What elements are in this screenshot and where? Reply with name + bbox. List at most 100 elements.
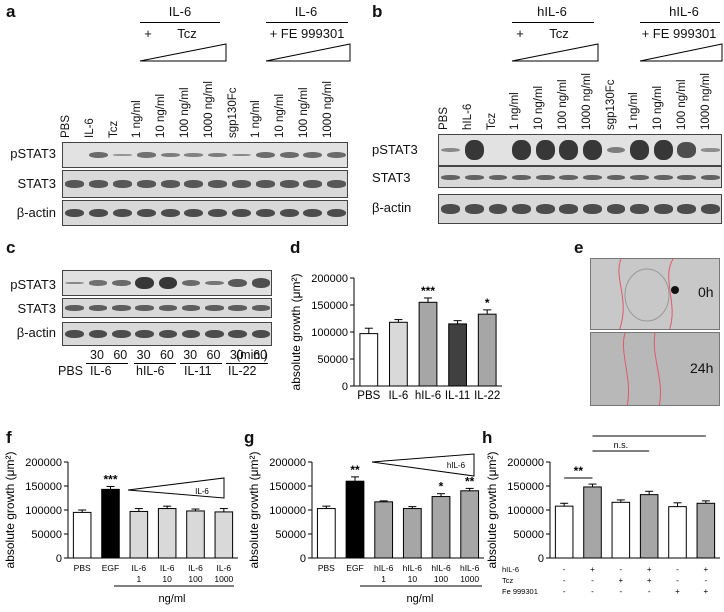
panel-b-lane-label: sgp130Fc [604, 79, 617, 130]
blot-band [158, 329, 178, 339]
blot-band [135, 276, 154, 290]
blot-band [630, 204, 650, 214]
blot-band [65, 305, 84, 311]
blot-band [464, 174, 484, 180]
panel-a-lane-label: sgp130Fc [226, 87, 239, 138]
significance-mark: *** [421, 284, 435, 298]
panel-c-label: c [6, 238, 16, 257]
blot-band [582, 140, 602, 160]
y-tick-label: 100000 [507, 505, 544, 517]
blot-band [184, 208, 204, 218]
blot-band [208, 152, 228, 158]
panel-a-lane-label: Tcz [107, 120, 120, 138]
panel-a-lane-label: 1 ng/ml [250, 100, 263, 138]
bar [345, 480, 365, 559]
blot-band [677, 204, 697, 214]
x-tick-label: IL-6 [388, 390, 408, 402]
panel-c-group-label: hIL-6 [136, 364, 165, 378]
panel-a-lane-label: 100 ng/ml [298, 87, 310, 138]
bar [611, 501, 631, 559]
y-tick-label: 200000 [507, 457, 544, 469]
condition-sign: - [619, 587, 622, 596]
blot-band [255, 208, 275, 218]
blot-band [512, 140, 532, 160]
blot-band [111, 305, 131, 311]
panel-a-group1-plus: + [144, 26, 152, 41]
panel-b-blot-bactin [438, 194, 722, 224]
blot-band [136, 208, 156, 218]
panel-a-group2-bracket [266, 22, 348, 23]
condition-sign: + [618, 576, 623, 585]
bar [157, 508, 177, 559]
panel-c-group-label: PBS [58, 364, 84, 378]
panel-c-row-stat3: STAT3 [17, 301, 56, 316]
blot-band [303, 208, 323, 218]
panel-a-lane-label: 1000 ng/ml [202, 81, 215, 138]
blot-band [135, 329, 154, 339]
bar [583, 486, 602, 559]
panel-e-0h-label: 0h [698, 284, 714, 300]
blot-band [205, 329, 224, 339]
blot-band [65, 281, 84, 285]
blot-band [512, 174, 532, 180]
bar [389, 321, 408, 387]
panel-b-group2-bracket [640, 22, 720, 23]
panel-b-lane-label: 1 ng/ml [628, 92, 641, 130]
y-axis-label: absolute growth (μm²) [247, 452, 261, 568]
condition-sign: + [647, 576, 652, 585]
blot-band [231, 153, 251, 157]
condition-sign: - [563, 565, 566, 574]
blot-band [112, 180, 132, 188]
blot-band [653, 140, 673, 160]
condition-sign: - [648, 587, 651, 596]
blot-band [228, 278, 248, 288]
blot-band [184, 180, 204, 188]
y-tick-label: 50000 [317, 354, 348, 366]
condition-sign: - [591, 587, 594, 596]
blot-band [65, 180, 85, 188]
blot-band [136, 180, 156, 188]
significance-mark: ** [350, 463, 360, 477]
x-unit-label: ng/ml [159, 593, 186, 605]
condition-sign: + [703, 565, 708, 574]
panel-c-group-bracket [134, 363, 176, 364]
panel-b-lane-label: 1000 ng/ml [699, 73, 712, 130]
blot-band [559, 174, 579, 180]
condition-sign: - [563, 587, 566, 596]
bar [316, 508, 336, 559]
panel-c-time-label: 60 [206, 348, 221, 362]
panel-b-group1-plus: + [516, 26, 524, 41]
panel-b-lane-label: 1000 ng/ml [580, 73, 593, 130]
x-tick-label: EGF [346, 563, 363, 573]
blot-band [65, 329, 84, 339]
blot-band [606, 146, 626, 154]
panel-b-row-pstat3: pSTAT3 [372, 142, 418, 157]
panel-c-group-label: IL-11 [184, 364, 212, 378]
x-tick-label: 1 [136, 574, 141, 584]
blot-band [559, 140, 579, 160]
x-tick-label: hIL-6 [374, 563, 394, 573]
panel-b-lane-label: hIL-6 [461, 103, 474, 130]
blot-band [582, 174, 602, 180]
panel-a-group1-title: IL-6 [168, 4, 192, 19]
panel-b-group2-agent: + FE 999301 [641, 26, 717, 41]
blot-band [653, 204, 673, 214]
blot-band [88, 305, 108, 311]
panel-b-lane-label: 10 ng/ml [533, 85, 546, 130]
blot-band [228, 305, 248, 311]
bar [431, 496, 451, 559]
blot-band [488, 174, 508, 180]
blot-band [582, 204, 602, 214]
blot-band [160, 152, 180, 158]
bar [448, 323, 467, 387]
x-tick-label: 10 [408, 574, 418, 584]
blot-band [251, 329, 271, 339]
panel-e-micrograph-24h [590, 332, 720, 406]
condition-sign: - [591, 576, 594, 585]
y-tick-label: 150000 [507, 481, 544, 493]
x-tick-label: 1000 [460, 574, 479, 584]
blot-band [135, 305, 154, 311]
bar [359, 333, 379, 387]
comparison-label: ** [644, 434, 654, 436]
y-tick-label: 100000 [25, 505, 62, 517]
